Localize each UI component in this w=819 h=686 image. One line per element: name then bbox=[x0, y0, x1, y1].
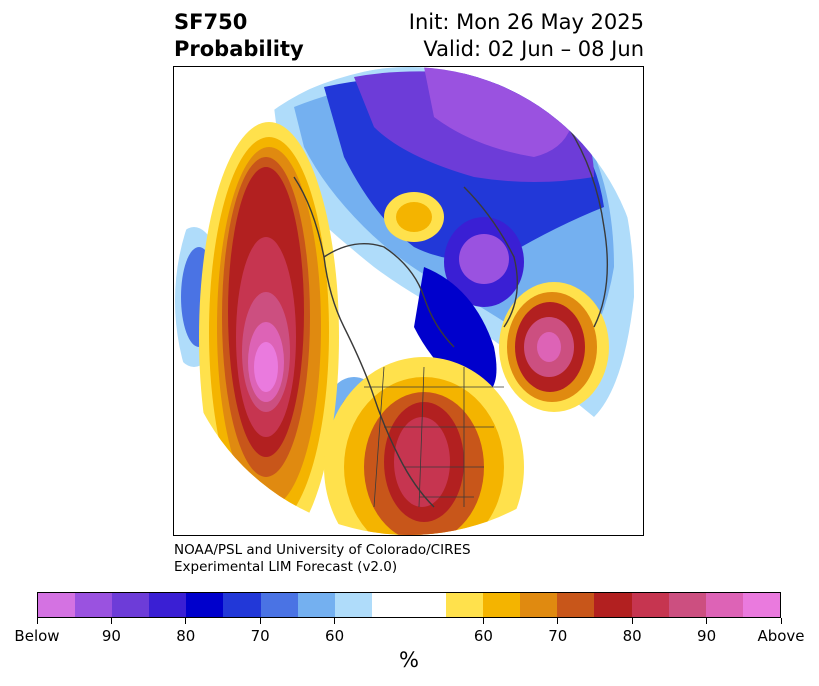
colorbar-tick-label: 90 bbox=[697, 627, 717, 645]
colorbar-tick bbox=[110, 618, 112, 624]
colorbar-tick bbox=[334, 618, 336, 624]
colorbar-segment bbox=[594, 593, 632, 617]
colorbar-tick-label: 60 bbox=[325, 627, 345, 645]
colorbar-tick bbox=[482, 618, 484, 624]
colorbar-tick bbox=[557, 618, 559, 624]
colorbar bbox=[37, 592, 781, 618]
colorbar-segment bbox=[483, 593, 521, 617]
colorbar-tick bbox=[185, 618, 187, 624]
colorbar-segment bbox=[186, 593, 224, 617]
field-label: Probability bbox=[174, 37, 304, 61]
colorbar-segment bbox=[631, 593, 669, 617]
colorbar-tick bbox=[780, 618, 782, 624]
colorbar-tick-label: 80 bbox=[622, 627, 642, 645]
colorbar-segment bbox=[38, 593, 76, 617]
variable-label: SF750 bbox=[174, 10, 248, 34]
colorbar-segment bbox=[371, 593, 447, 617]
colorbar-segment bbox=[297, 593, 335, 617]
colorbar-segment bbox=[75, 593, 113, 617]
init-date: Init: Mon 26 May 2025 bbox=[408, 10, 644, 34]
colorbar-segment bbox=[149, 593, 187, 617]
colorbar-segment bbox=[260, 593, 298, 617]
valid-range: Valid: 02 Jun – 08 Jun bbox=[423, 37, 644, 61]
colorbar-tick bbox=[706, 618, 708, 624]
credit-text: NOAA/PSL and University of Colorado/CIRE… bbox=[174, 542, 471, 576]
colorbar-segment bbox=[223, 593, 261, 617]
credit-line-2: Experimental LIM Forecast (v2.0) bbox=[174, 559, 398, 575]
colorbar-tick-label: 60 bbox=[473, 627, 493, 645]
date-info: Init: Mon 26 May 2025 Valid: 02 Jun – 08… bbox=[409, 9, 644, 63]
colorbar-segment bbox=[668, 593, 706, 617]
colorbar-segment bbox=[112, 593, 150, 617]
probability-field bbox=[175, 67, 643, 535]
colorbar-tick-label: 70 bbox=[250, 627, 270, 645]
colorbar-tick-label: Below bbox=[14, 627, 60, 645]
coastlines bbox=[293, 106, 609, 508]
colorbar-unit: % bbox=[399, 648, 419, 672]
credit-line-1: NOAA/PSL and University of Colorado/CIRE… bbox=[174, 542, 471, 558]
forecast-map bbox=[173, 66, 644, 536]
colorbar-tick-label: 90 bbox=[101, 627, 121, 645]
colorbar-segment bbox=[446, 593, 484, 617]
colorbar-tick bbox=[36, 618, 38, 624]
colorbar-segment bbox=[557, 593, 595, 617]
colorbar-segment bbox=[705, 593, 743, 617]
colorbar-segment bbox=[334, 593, 372, 617]
colorbar-segment bbox=[742, 593, 780, 617]
map-title: SF750 Probability bbox=[174, 9, 304, 63]
below-normal-central-band bbox=[414, 267, 497, 397]
forecast-map-svg bbox=[175, 67, 643, 535]
colorbar-tick-label: Above bbox=[757, 627, 805, 645]
colorbar-tick bbox=[631, 618, 633, 624]
colorbar-tick-label: 70 bbox=[548, 627, 568, 645]
colorbar-tick bbox=[259, 618, 261, 624]
colorbar-tick-label: 80 bbox=[176, 627, 196, 645]
north-pole-marker bbox=[404, 296, 414, 306]
colorbar-segment bbox=[520, 593, 558, 617]
